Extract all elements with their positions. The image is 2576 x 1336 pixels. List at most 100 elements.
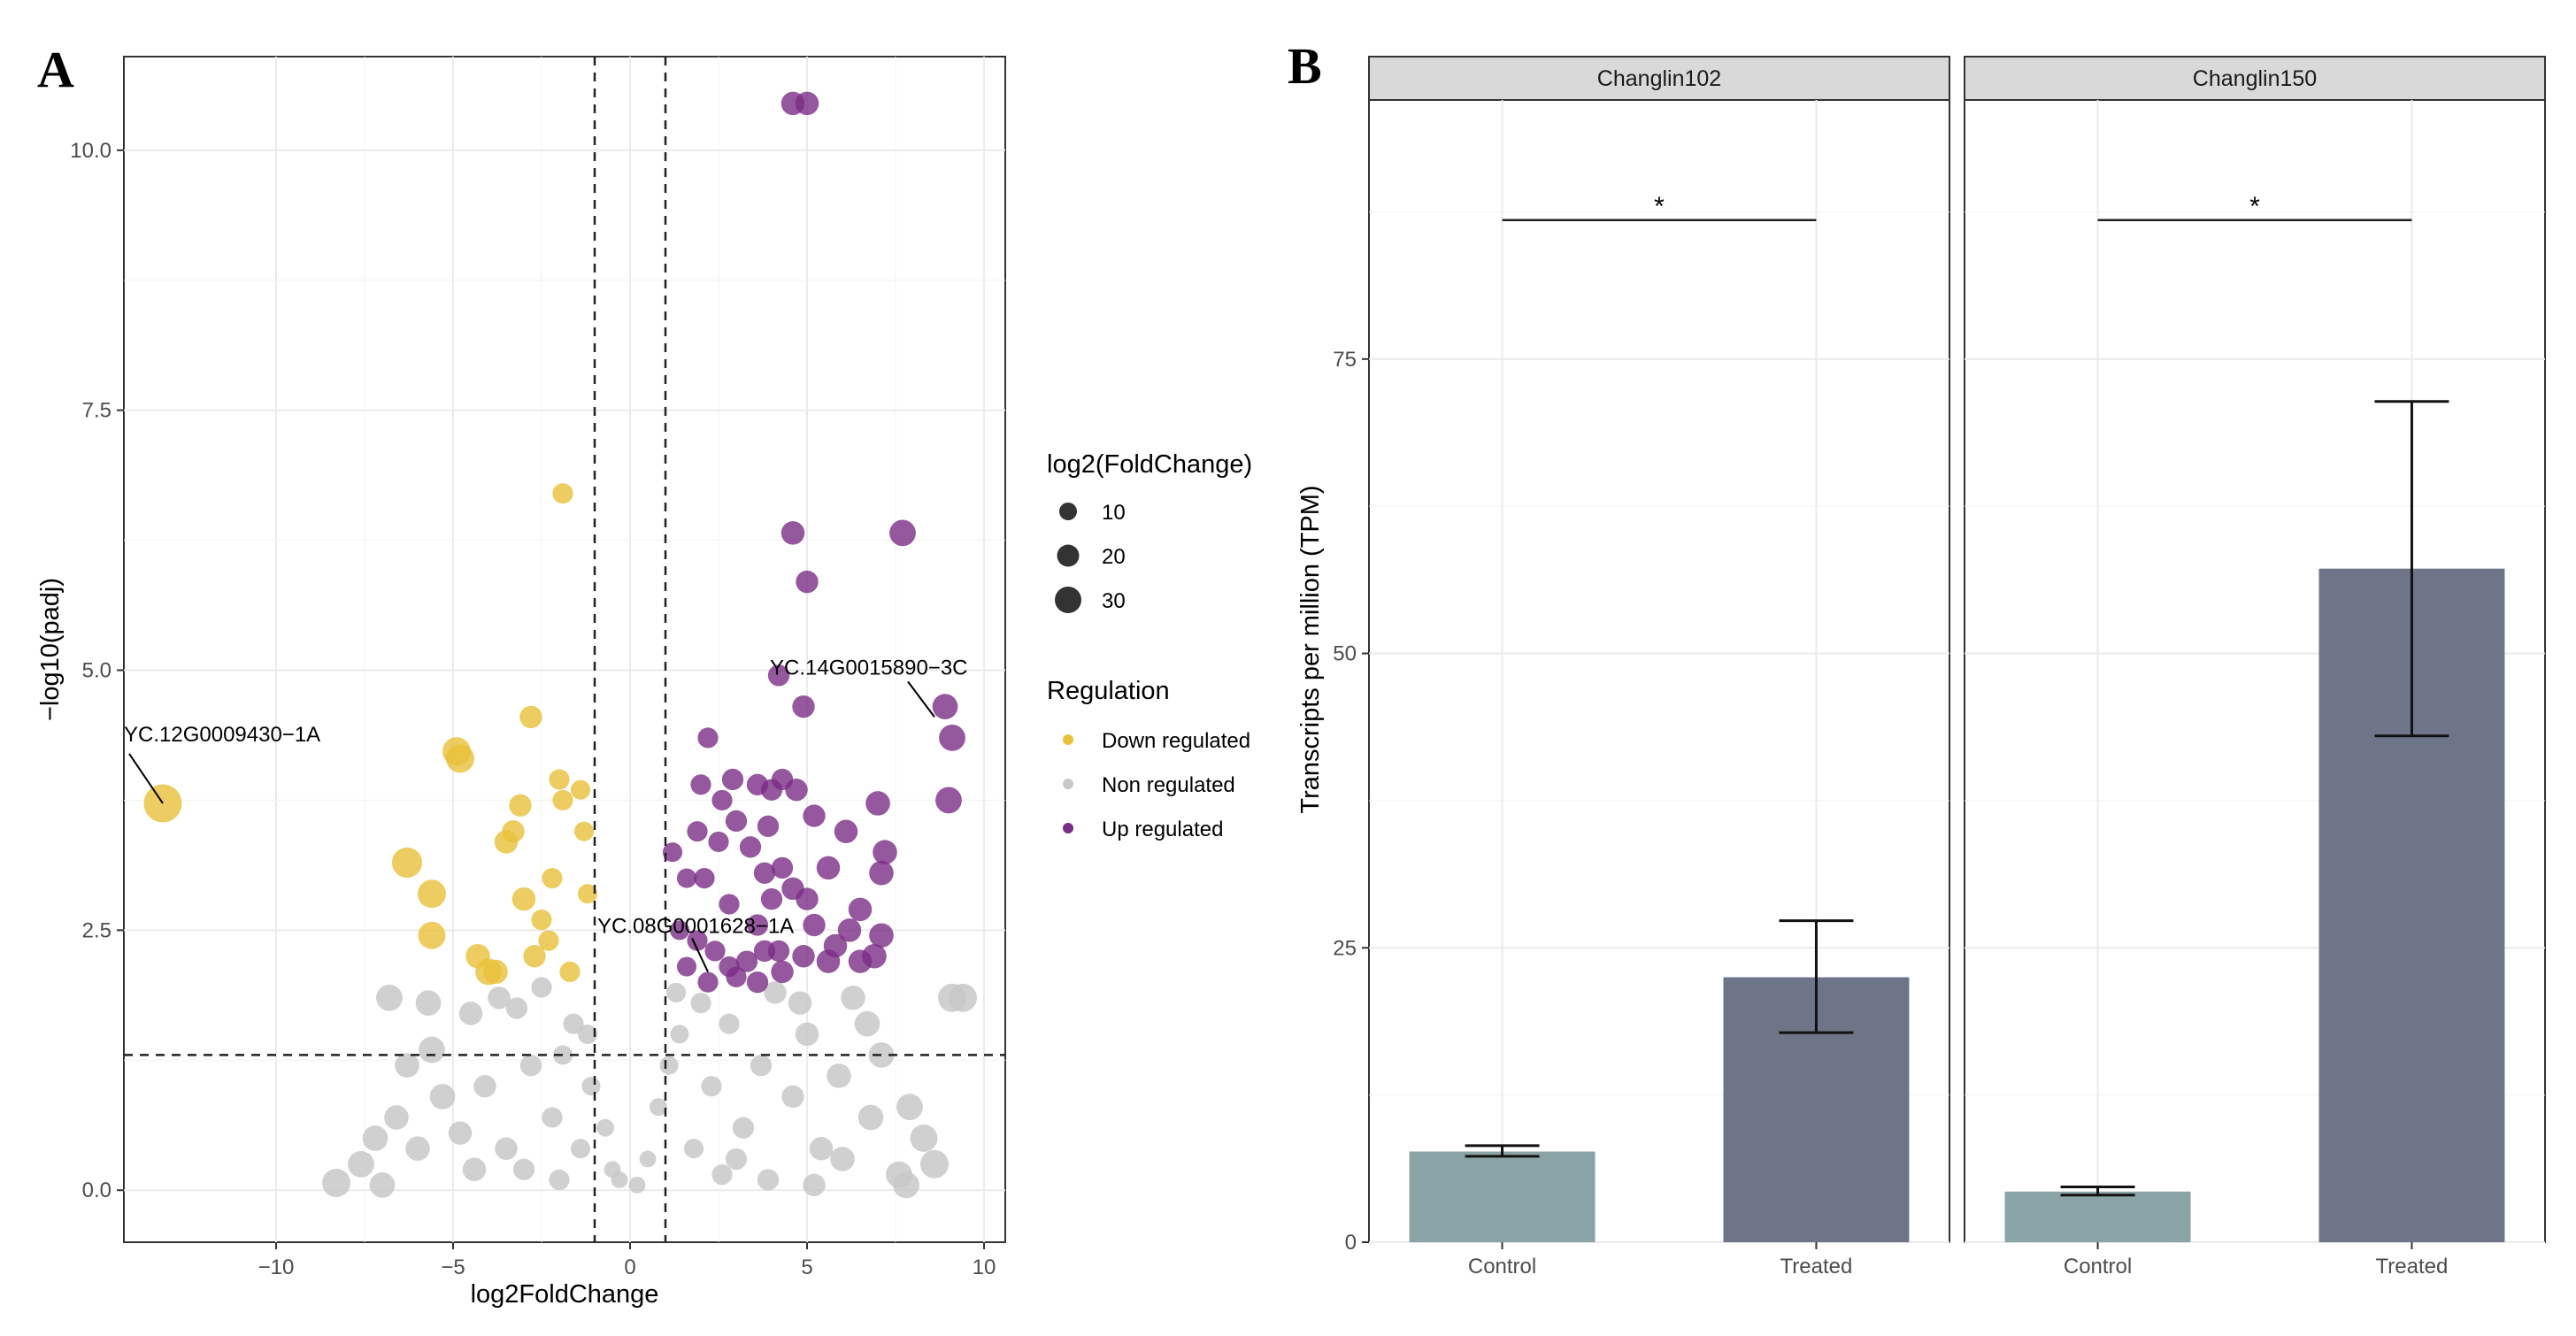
volcano-point-non-regulated [949, 983, 977, 1012]
volcano-point-non-regulated [495, 1137, 518, 1160]
volcano-point-up-regulated [869, 923, 894, 948]
volcano-point-up-regulated [760, 887, 783, 910]
volcano-point-up-regulated [767, 940, 790, 963]
volcano-point-down-regulated [570, 779, 591, 800]
volcano-point-non-regulated [563, 1013, 584, 1034]
volcano-point-non-regulated [519, 1055, 542, 1077]
volcano-point-down-regulated [542, 867, 563, 889]
volcano-point-non-regulated [596, 1118, 614, 1137]
volcano-point-up-regulated [796, 570, 819, 594]
volcano-point-non-regulated [719, 1013, 740, 1034]
volcano-point-up-regulated [932, 694, 958, 719]
volcano-point-up-regulated [803, 804, 826, 827]
volcano-point-non-regulated [857, 1104, 884, 1131]
volcano-point-up-regulated [735, 950, 758, 972]
bar-y-ticks: 0 25 50 75 [1333, 348, 1369, 1255]
volcano-point-up-regulated [690, 774, 711, 795]
volcano-x-tick-label: 0 [624, 1255, 635, 1279]
bar-y-tick-label: 50 [1333, 642, 1357, 666]
volcano-point-up-regulated [757, 815, 780, 837]
volcano-point-non-regulated [405, 1136, 430, 1162]
volcano-point-down-regulated [531, 910, 552, 931]
facet-strip-label: Changlin150 [2193, 66, 2317, 91]
volcano-y-tick-label: 0.0 [82, 1179, 111, 1202]
volcano-point-down-regulated [519, 705, 542, 729]
volcano-y-tick-label: 2.5 [82, 918, 111, 942]
volcano-x-tick-label: 5 [801, 1255, 812, 1279]
gene-annotation-label: YC.08G0001628−1A [597, 914, 794, 938]
volcano-point-down-regulated [418, 921, 446, 949]
volcano-point-up-regulated [816, 856, 841, 880]
volcano-point-non-regulated [628, 1176, 646, 1194]
volcano-point-down-regulated [573, 821, 595, 841]
gene-annotation-label: YC.12G0009430−1A [124, 723, 320, 747]
volcano-point-non-regulated [683, 1139, 704, 1159]
volcano-point-up-regulated [792, 695, 815, 718]
volcano-point-up-regulated [803, 913, 826, 937]
color-legend-key [1063, 734, 1073, 745]
volcano-point-up-regulated [676, 956, 697, 977]
bar-x-tick-label: Control [2064, 1255, 2132, 1278]
volcano-point-down-regulated [446, 744, 474, 773]
volcano-point-non-regulated [650, 1098, 667, 1117]
volcano-point-down-regulated [559, 961, 581, 982]
volcano-x-tick-label: 10 [973, 1255, 996, 1279]
volcano-point-up-regulated [725, 810, 748, 833]
volcano-point-up-regulated [767, 664, 790, 687]
volcano-point-up-regulated [869, 860, 894, 886]
volcano-point-down-regulated [511, 887, 536, 911]
volcano-point-non-regulated [854, 1010, 880, 1037]
volcano-point-down-regulated [577, 884, 598, 904]
bar-control [1409, 1151, 1596, 1242]
volcano-point-up-regulated [662, 842, 683, 863]
volcano-y-tick-label: 5.0 [82, 659, 111, 683]
size-legend-key [1055, 587, 1081, 613]
volcano-point-up-regulated [795, 91, 819, 116]
size-legend-label: 10 [1102, 501, 1126, 525]
color-legend-key [1063, 779, 1073, 789]
volcano-point-non-regulated [920, 1149, 949, 1179]
volcano-ticks: −10 −5 0 5 10 0.0 2.5 5.0 7.5 10.0 [70, 139, 996, 1279]
volcano-y-axis-title: −log10(padj) [36, 578, 65, 721]
volcano-annotations: YC.12G0009430−1A YC.14G0015890−3C YC.08G00… [124, 656, 968, 972]
volcano-point-up-regulated [785, 778, 808, 802]
size-legend-label: 30 [1102, 589, 1126, 613]
volcano-point-non-regulated [809, 1136, 834, 1161]
volcano-point-down-regulated [418, 879, 446, 909]
size-legend-key [1057, 544, 1080, 567]
size-legend-label: 20 [1102, 545, 1126, 569]
volcano-point-non-regulated [827, 1063, 851, 1088]
volcano-point-non-regulated [570, 1139, 591, 1159]
volcano-point-non-regulated [725, 1148, 748, 1171]
volcano-point-non-regulated [868, 1042, 895, 1068]
volcano-point-up-regulated [711, 789, 733, 811]
gene-annotation-label: YC.14G0015890−3C [770, 656, 968, 680]
facet-strip [1964, 56, 2546, 101]
volcano-threshold-lines [124, 57, 1005, 1242]
volcano-point-non-regulated [670, 1025, 689, 1044]
volcano-point-non-regulated [764, 981, 787, 1004]
annotation-leader-line [691, 937, 709, 972]
bar-x-tick-label: Treated [2376, 1255, 2449, 1278]
volcano-point-up-regulated [889, 519, 916, 547]
volcano-point-non-regulated [473, 1074, 496, 1098]
volcano-point-non-regulated [830, 1147, 855, 1171]
volcano-point-non-regulated [750, 1055, 773, 1077]
volcano-point-down-regulated [523, 945, 546, 968]
volcano-plot-area [123, 56, 1006, 1243]
volcano-point-non-regulated [448, 1121, 473, 1145]
volcano-point-non-regulated [462, 1157, 487, 1181]
volcano-point-up-regulated [739, 836, 762, 858]
volcano-point-down-regulated [391, 847, 423, 879]
volcano-x-axis-title: log2FoldChange [471, 1280, 659, 1309]
volcano-plot: YC.12G0009430−1A YC.14G0015890−3C YC.08G00… [36, 56, 1006, 1309]
volcano-point-up-regulated [726, 966, 747, 987]
annotation-leader-line [128, 753, 164, 804]
volcano-point-up-regulated [939, 725, 965, 751]
volcano-point-up-regulated [771, 856, 794, 879]
bar-y-tick-label: 75 [1333, 348, 1357, 372]
volcano-point-up-regulated [746, 914, 769, 936]
volcano-point-non-regulated [896, 1094, 923, 1121]
volcano-point-non-regulated [577, 1024, 598, 1044]
volcano-point-non-regulated [711, 1163, 733, 1186]
